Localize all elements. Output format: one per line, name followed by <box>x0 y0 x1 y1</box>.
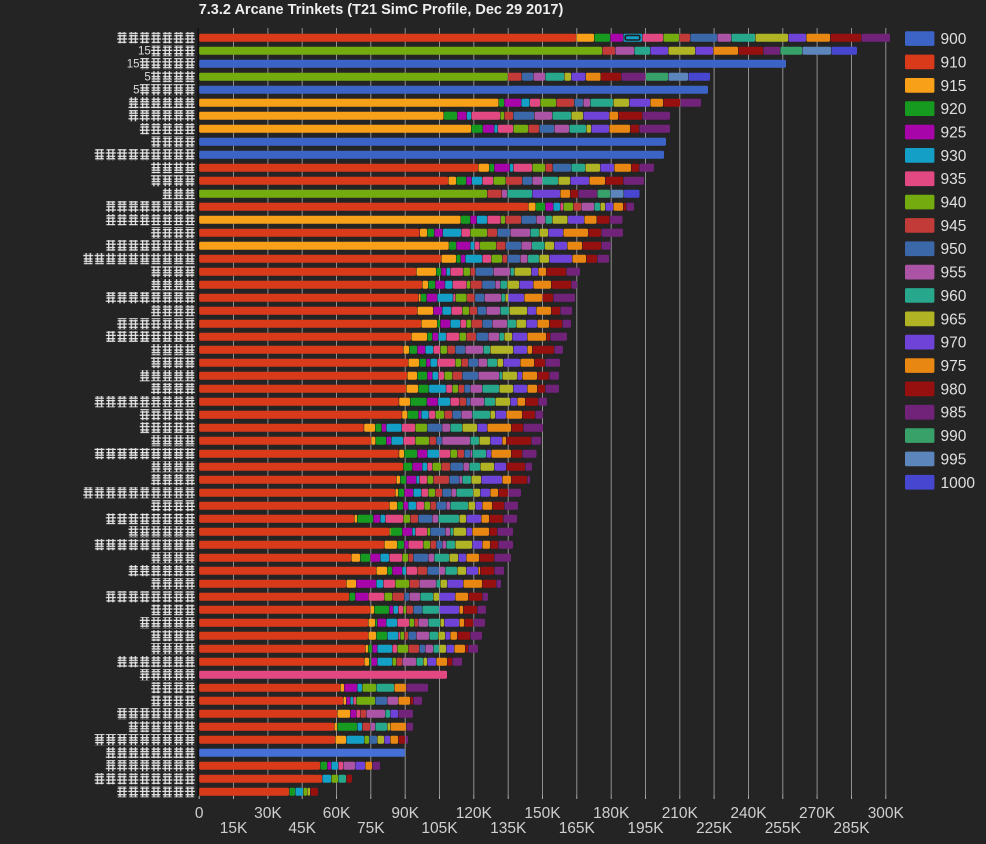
svg-text:7.3.2 Arcane Trinkets (T21 Sim: 7.3.2 Arcane Trinkets (T21 SimC Profile,… <box>199 2 564 18</box>
svg-text:270K: 270K <box>799 805 836 822</box>
svg-text:910: 910 <box>941 55 967 72</box>
svg-text:5: 5 <box>133 85 139 97</box>
svg-text:105K: 105K <box>421 820 458 837</box>
svg-text:930: 930 <box>941 148 967 165</box>
svg-text:75K: 75K <box>357 820 385 837</box>
svg-text:210K: 210K <box>662 805 699 822</box>
svg-text:15K: 15K <box>220 820 248 837</box>
svg-text:960: 960 <box>941 288 967 305</box>
svg-text:925: 925 <box>941 125 967 142</box>
svg-text:165K: 165K <box>559 820 596 837</box>
svg-text:300K: 300K <box>868 805 905 822</box>
svg-text:150K: 150K <box>524 805 561 822</box>
svg-text:195K: 195K <box>627 820 664 837</box>
svg-text:225K: 225K <box>696 820 733 837</box>
svg-text:985: 985 <box>941 405 967 422</box>
svg-text:935: 935 <box>941 171 967 188</box>
svg-text:955: 955 <box>941 265 967 282</box>
svg-text:900: 900 <box>941 31 967 48</box>
svg-text:0: 0 <box>195 805 204 822</box>
svg-text:980: 980 <box>941 381 967 398</box>
svg-text:950: 950 <box>941 241 967 258</box>
svg-text:45K: 45K <box>288 820 316 837</box>
svg-text:15: 15 <box>127 59 140 71</box>
svg-text:285K: 285K <box>833 820 870 837</box>
svg-text:60K: 60K <box>323 805 351 822</box>
svg-text:920: 920 <box>941 101 967 118</box>
svg-text:1000: 1000 <box>941 475 976 492</box>
svg-text:965: 965 <box>941 311 967 328</box>
svg-text:90K: 90K <box>391 805 419 822</box>
svg-text:135K: 135K <box>490 820 527 837</box>
svg-text:180K: 180K <box>593 805 630 822</box>
svg-text:975: 975 <box>941 358 967 375</box>
svg-text:15: 15 <box>138 46 151 58</box>
svg-text:240K: 240K <box>730 805 767 822</box>
svg-text:255K: 255K <box>765 820 802 837</box>
svg-text:5: 5 <box>144 72 150 84</box>
svg-text:995: 995 <box>941 451 967 468</box>
svg-text:940: 940 <box>941 195 967 212</box>
svg-text:120K: 120K <box>456 805 493 822</box>
svg-text:970: 970 <box>941 335 967 352</box>
svg-text:30K: 30K <box>254 805 282 822</box>
svg-text:915: 915 <box>941 78 967 95</box>
svg-text:990: 990 <box>941 428 967 445</box>
svg-text:945: 945 <box>941 218 967 235</box>
